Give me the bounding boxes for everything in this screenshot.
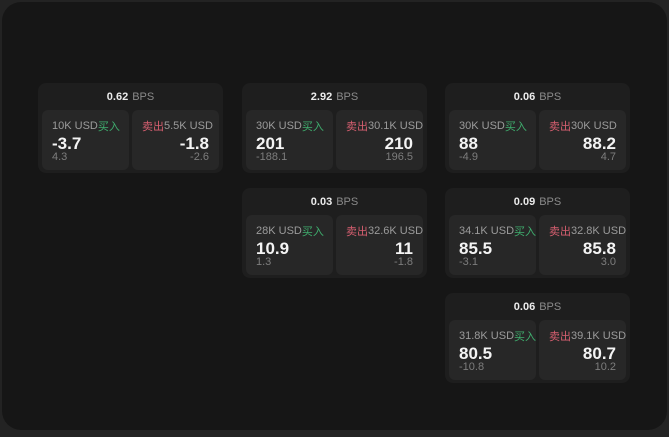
sell-price: 11	[395, 238, 413, 258]
main-panel: 0.62 BPS 10K USD 买入 -3.7 4.3 卖出 5.5K USD	[2, 2, 667, 430]
sell-price: 210	[384, 133, 413, 153]
buy-price: -3.7	[52, 133, 82, 153]
bps-value: 0.06	[513, 300, 536, 313]
sell-side-label: 卖出	[346, 121, 368, 133]
buy-price: 10.9	[256, 238, 290, 258]
buy-delta: -188.1	[256, 151, 288, 163]
bps-value: 0.09	[513, 195, 536, 208]
quote-card: 0.09 BPS 34.1K USD 买入 85.5 -3.1 卖出 32.8K…	[445, 188, 630, 278]
buy-side-label: 买入	[97, 121, 120, 133]
sell-delta: -1.8	[394, 256, 413, 268]
card-body: 34.1K USD 买入 85.5 -3.1 卖出 32.8K USD 85.8…	[445, 215, 630, 275]
card-header: 0.09 BPS	[445, 188, 630, 215]
quote-card: 2.92 BPS 30K USD 买入 201 -188.1 卖出 30.1K …	[242, 83, 427, 173]
sell-side-label: 卖出	[549, 226, 571, 238]
buy-side-label: 买入	[301, 226, 324, 238]
buy-delta: -4.9	[459, 151, 478, 163]
bps-unit-label: BPS	[132, 90, 155, 103]
sell-side-label: 卖出	[549, 121, 571, 133]
card-header: 0.62 BPS	[38, 83, 223, 110]
sell-cell[interactable]: 卖出 32.8K USD 85.8 3.0	[539, 215, 626, 275]
card-body: 31.8K USD 买入 80.5 -10.8 卖出 39.1K USD 80.…	[445, 320, 630, 380]
sell-price: 85.8	[582, 238, 616, 258]
card-body: 30K USD 买入 88 -4.9 卖出 30K USD 88.2 4.7	[445, 110, 630, 170]
buy-delta: -3.1	[459, 256, 478, 268]
buy-side-label: 买入	[504, 121, 527, 133]
sell-delta: 196.5	[385, 151, 413, 163]
buy-cell[interactable]: 30K USD 买入 201 -188.1	[246, 110, 333, 170]
buy-cell[interactable]: 10K USD 买入 -3.7 4.3	[42, 110, 129, 170]
card-header: 0.06 BPS	[445, 293, 630, 320]
sell-delta: 4.7	[600, 151, 616, 163]
sell-amount: 30.1K USD	[368, 120, 424, 132]
buy-amount: 31.8K USD	[459, 330, 515, 342]
buy-amount: 28K USD	[256, 225, 302, 237]
bps-value: 0.06	[513, 90, 536, 103]
buy-cell[interactable]: 28K USD 买入 10.9 1.3	[246, 215, 333, 275]
quote-card: 0.06 BPS 31.8K USD 买入 80.5 -10.8 卖出 39.1…	[445, 293, 630, 383]
sell-delta: 10.2	[594, 361, 616, 373]
buy-amount: 30K USD	[459, 120, 505, 132]
bps-unit-label: BPS	[539, 90, 562, 103]
sell-amount: 32.6K USD	[368, 225, 424, 237]
sell-cell[interactable]: 卖出 30K USD 88.2 4.7	[539, 110, 626, 170]
buy-delta: 4.3	[52, 151, 68, 163]
card-header: 0.03 BPS	[242, 188, 427, 215]
bps-unit-label: BPS	[336, 90, 359, 103]
buy-amount: 34.1K USD	[459, 225, 515, 237]
sell-price: 80.7	[582, 343, 616, 363]
buy-side-label: 买入	[514, 226, 537, 238]
bps-value: 2.92	[310, 90, 333, 103]
buy-cell[interactable]: 34.1K USD 买入 85.5 -3.1	[449, 215, 536, 275]
sell-amount: 5.5K USD	[164, 120, 213, 132]
buy-price: 88	[459, 133, 478, 153]
buy-delta: -10.8	[459, 361, 485, 373]
buy-cell[interactable]: 30K USD 买入 88 -4.9	[449, 110, 536, 170]
quote-card: 0.03 BPS 28K USD 买入 10.9 1.3 卖出 32.6K US…	[242, 188, 427, 278]
card-header: 0.06 BPS	[445, 83, 630, 110]
sell-delta: -2.6	[190, 151, 209, 163]
sell-amount: 39.1K USD	[571, 330, 627, 342]
buy-price: 85.5	[459, 238, 493, 258]
sell-price: -1.8	[179, 133, 209, 153]
sell-side-label: 卖出	[142, 121, 164, 133]
sell-side-label: 卖出	[346, 226, 368, 238]
buy-side-label: 买入	[301, 121, 324, 133]
buy-price: 201	[256, 133, 285, 153]
bps-value: 0.03	[310, 195, 333, 208]
card-header: 2.92 BPS	[242, 83, 427, 110]
sell-cell[interactable]: 卖出 32.6K USD 11 -1.8	[336, 215, 423, 275]
sell-price: 88.2	[582, 133, 616, 153]
bps-unit-label: BPS	[539, 195, 562, 208]
card-body: 30K USD 买入 201 -188.1 卖出 30.1K USD 210 1…	[242, 110, 427, 170]
sell-cell[interactable]: 卖出 30.1K USD 210 196.5	[336, 110, 423, 170]
sell-cell[interactable]: 卖出 39.1K USD 80.7 10.2	[539, 320, 626, 380]
card-body: 28K USD 买入 10.9 1.3 卖出 32.6K USD 11 -1.8	[242, 215, 427, 275]
sell-amount: 30K USD	[571, 120, 617, 132]
buy-price: 80.5	[459, 343, 493, 363]
sell-amount: 32.8K USD	[571, 225, 627, 237]
quote-card: 0.06 BPS 30K USD 买入 88 -4.9 卖出 30K USD	[445, 83, 630, 173]
quote-card: 0.62 BPS 10K USD 买入 -3.7 4.3 卖出 5.5K USD	[38, 83, 223, 173]
buy-amount: 30K USD	[256, 120, 302, 132]
sell-side-label: 卖出	[549, 331, 571, 343]
sell-delta: 3.0	[600, 256, 616, 268]
bps-unit-label: BPS	[336, 195, 359, 208]
buy-cell[interactable]: 31.8K USD 买入 80.5 -10.8	[449, 320, 536, 380]
card-body: 10K USD 买入 -3.7 4.3 卖出 5.5K USD -1.8 -2.…	[38, 110, 223, 170]
bps-unit-label: BPS	[539, 300, 562, 313]
bps-value: 0.62	[106, 90, 129, 103]
buy-delta: 1.3	[256, 256, 272, 268]
sell-cell[interactable]: 卖出 5.5K USD -1.8 -2.6	[132, 110, 219, 170]
buy-amount: 10K USD	[52, 120, 98, 132]
buy-side-label: 买入	[514, 331, 537, 343]
